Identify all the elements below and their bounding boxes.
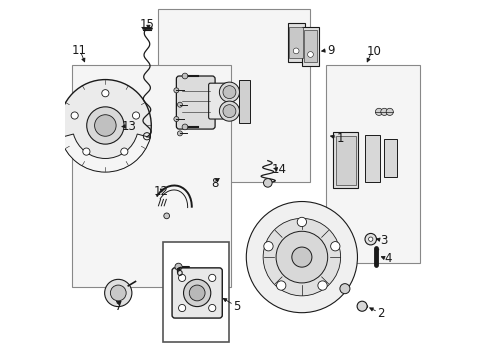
Circle shape bbox=[386, 108, 392, 116]
Circle shape bbox=[375, 108, 382, 116]
Circle shape bbox=[174, 117, 179, 122]
Circle shape bbox=[263, 219, 340, 296]
Circle shape bbox=[177, 131, 182, 136]
Circle shape bbox=[71, 112, 78, 119]
Text: 13: 13 bbox=[122, 121, 136, 134]
Text: 5: 5 bbox=[232, 300, 240, 313]
Bar bbox=[239, 80, 249, 123]
Bar bbox=[383, 139, 396, 177]
Circle shape bbox=[110, 285, 126, 301]
Circle shape bbox=[223, 86, 235, 99]
Circle shape bbox=[339, 284, 349, 294]
Circle shape bbox=[178, 274, 185, 282]
FancyBboxPatch shape bbox=[208, 83, 231, 119]
Circle shape bbox=[182, 124, 187, 130]
Wedge shape bbox=[60, 134, 150, 172]
Circle shape bbox=[380, 108, 387, 116]
Text: 1: 1 bbox=[336, 132, 344, 145]
Text: 11: 11 bbox=[71, 44, 86, 57]
Circle shape bbox=[219, 101, 239, 121]
Circle shape bbox=[104, 279, 132, 307]
Circle shape bbox=[163, 213, 169, 219]
Circle shape bbox=[208, 274, 215, 282]
Circle shape bbox=[263, 242, 273, 251]
Circle shape bbox=[121, 148, 128, 155]
Circle shape bbox=[368, 237, 372, 241]
Circle shape bbox=[293, 48, 298, 54]
Circle shape bbox=[208, 305, 215, 312]
Text: 3: 3 bbox=[379, 234, 386, 247]
Text: 12: 12 bbox=[154, 185, 168, 198]
Circle shape bbox=[182, 73, 187, 79]
Text: 9: 9 bbox=[326, 44, 334, 57]
Circle shape bbox=[86, 107, 124, 144]
Circle shape bbox=[364, 233, 376, 245]
FancyBboxPatch shape bbox=[172, 268, 222, 318]
Circle shape bbox=[223, 105, 235, 118]
Circle shape bbox=[246, 202, 357, 313]
Circle shape bbox=[132, 112, 140, 119]
Bar bbox=[333, 132, 357, 188]
Bar bbox=[287, 23, 304, 62]
Circle shape bbox=[317, 281, 326, 290]
Bar bbox=[364, 135, 379, 182]
Text: 10: 10 bbox=[366, 45, 381, 58]
Circle shape bbox=[263, 179, 271, 187]
Bar bbox=[158, 9, 309, 182]
Circle shape bbox=[60, 80, 151, 171]
Circle shape bbox=[178, 305, 185, 312]
Circle shape bbox=[291, 247, 311, 267]
Circle shape bbox=[82, 148, 90, 155]
Bar bbox=[163, 242, 229, 342]
Text: 2: 2 bbox=[376, 307, 384, 320]
Circle shape bbox=[174, 88, 179, 93]
Circle shape bbox=[330, 242, 339, 251]
Circle shape bbox=[189, 285, 204, 301]
Bar bbox=[303, 30, 317, 62]
Circle shape bbox=[183, 279, 210, 307]
Bar bbox=[289, 27, 303, 58]
Circle shape bbox=[175, 263, 182, 270]
Circle shape bbox=[177, 102, 182, 107]
Circle shape bbox=[276, 231, 327, 283]
FancyBboxPatch shape bbox=[176, 76, 215, 129]
Circle shape bbox=[297, 217, 306, 226]
Text: 6: 6 bbox=[175, 266, 183, 279]
Bar bbox=[325, 64, 419, 263]
Bar bbox=[335, 135, 355, 185]
Bar bbox=[72, 64, 230, 287]
Text: 15: 15 bbox=[139, 18, 154, 31]
Circle shape bbox=[356, 301, 366, 311]
Circle shape bbox=[102, 90, 109, 97]
Text: 14: 14 bbox=[272, 163, 286, 176]
Text: 4: 4 bbox=[384, 252, 391, 265]
Text: 7: 7 bbox=[114, 300, 122, 313]
Bar bbox=[301, 27, 319, 66]
Circle shape bbox=[219, 82, 239, 102]
Text: 8: 8 bbox=[211, 177, 218, 190]
Circle shape bbox=[94, 115, 116, 136]
Circle shape bbox=[307, 51, 313, 57]
Circle shape bbox=[276, 281, 285, 290]
